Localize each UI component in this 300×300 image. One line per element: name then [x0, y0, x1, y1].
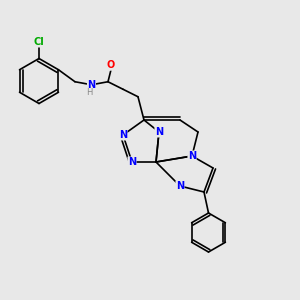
Text: N: N	[119, 130, 127, 140]
Text: Cl: Cl	[34, 37, 44, 47]
Text: N: N	[155, 127, 163, 137]
Text: N: N	[87, 80, 95, 90]
Text: N: N	[188, 151, 196, 161]
Text: O: O	[107, 60, 115, 70]
Text: N: N	[128, 157, 136, 167]
Text: H: H	[86, 88, 92, 97]
Text: N: N	[176, 181, 184, 191]
